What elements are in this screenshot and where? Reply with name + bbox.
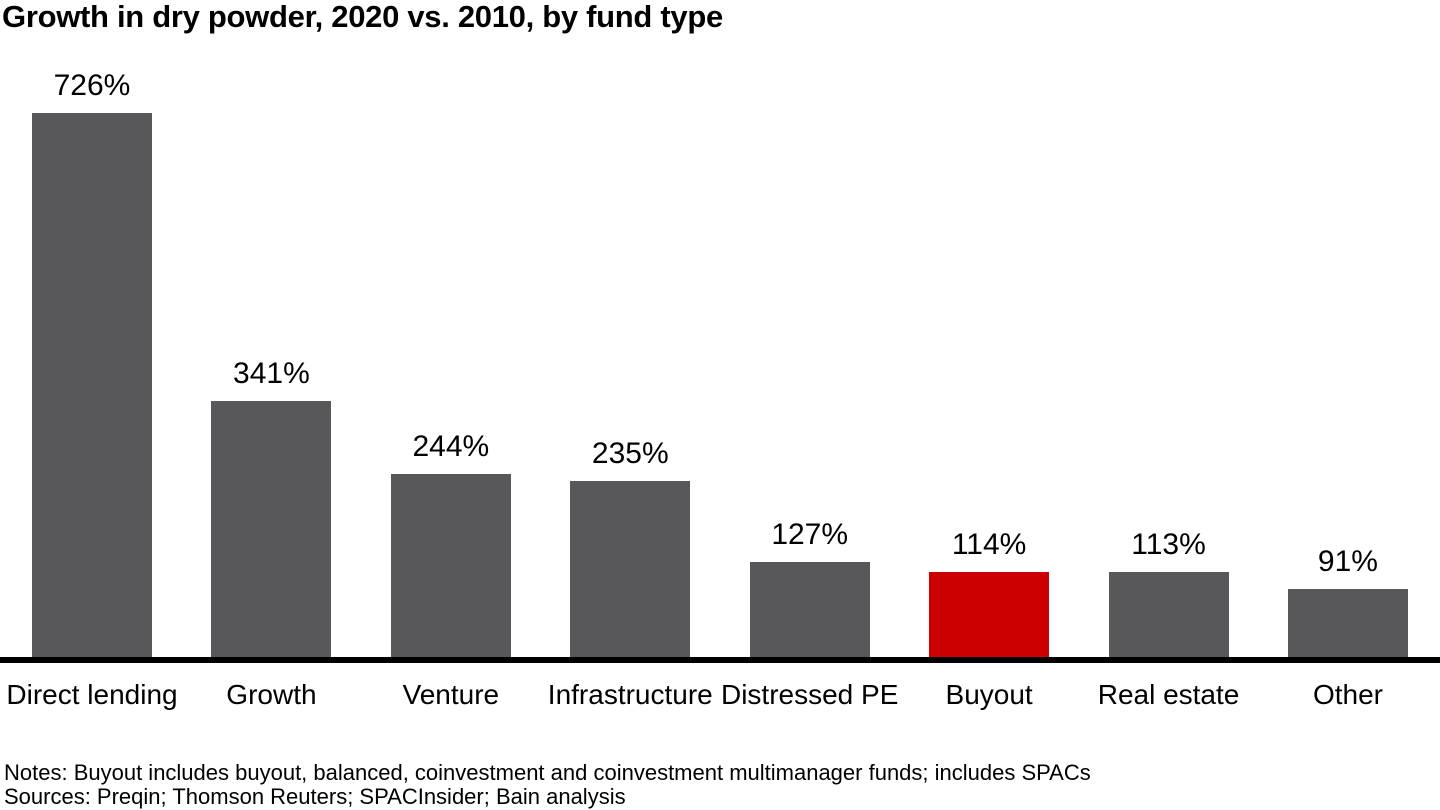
- bar-value-label: 127%: [771, 517, 849, 551]
- category-label-text: Other: [1312, 679, 1383, 710]
- bar-distressed-pe: [749, 561, 870, 657]
- bar-chart-plot-area: 726% 341% 244% 235% 127% 114% 113% 91%: [32, 0, 1408, 657]
- bar-group-buyout: 114%: [929, 527, 1050, 657]
- bar-venture: [390, 474, 511, 657]
- category-label-infrastructure: Infrastructure: [548, 678, 713, 711]
- footnotes: Notes: Buyout includes buyout, balanced,…: [4, 761, 1091, 808]
- category-labels-row: Direct lending Growth Venture Infrastruc…: [6, 678, 1408, 711]
- sources-line: Sources: Preqin; Thomson Reuters; SPACIn…: [4, 783, 626, 809]
- bar-other: [1287, 588, 1408, 657]
- notes-line: Notes: Buyout includes buyout, balanced,…: [4, 760, 1091, 785]
- bar-value-label: 113%: [1131, 528, 1206, 562]
- bar-group-distressed-pe: 127%: [749, 517, 870, 657]
- bar-value-label: 235%: [591, 436, 669, 470]
- category-label-venture: Venture: [391, 678, 511, 711]
- bar-value-label: 726%: [53, 68, 131, 102]
- category-label-direct-lending: Direct lending: [6, 678, 177, 711]
- category-label-buyout: Buyout: [929, 678, 1049, 711]
- bar-group-direct-lending: 726%: [32, 68, 152, 657]
- bar-group-other: 91%: [1287, 544, 1408, 657]
- chart-title: Growth in dry powder, 2020 vs. 2010, by …: [2, 0, 723, 34]
- bar-buyout-highlighted: [929, 571, 1050, 657]
- bar-infrastructure: [570, 480, 691, 657]
- category-label-text: Growth: [226, 679, 317, 710]
- category-label-growth: Growth: [211, 678, 331, 711]
- bar-group-infrastructure: 235%: [570, 436, 691, 657]
- bar-group-real-estate: 113%: [1108, 527, 1229, 657]
- category-label-text: Venture: [402, 679, 500, 710]
- bar-value-label: 91%: [1317, 544, 1378, 578]
- category-label-text: Real estate: [1097, 679, 1240, 710]
- category-label-text: Direct lending: [6, 679, 178, 710]
- x-axis-baseline: [0, 657, 1440, 663]
- category-label-real-estate: Real estate: [1098, 678, 1240, 711]
- bar-group-growth: 341%: [211, 356, 332, 657]
- category-label-text: Infrastructure: [547, 679, 713, 710]
- bar-group-venture: 244%: [390, 429, 511, 657]
- bar-value-label: 244%: [412, 430, 490, 463]
- bar-direct-lending: [32, 112, 152, 657]
- bar-growth: [211, 401, 332, 657]
- bar-value-label: 341%: [233, 357, 310, 391]
- category-label-distressed-pe: Distressed PE: [721, 678, 898, 711]
- category-label-other: Other: [1288, 678, 1408, 711]
- category-label-text: Distressed PE: [720, 679, 899, 710]
- category-label-text: Buyout: [945, 679, 1033, 710]
- bar-real-estate: [1108, 572, 1229, 657]
- bar-value-label: 114%: [951, 527, 1027, 561]
